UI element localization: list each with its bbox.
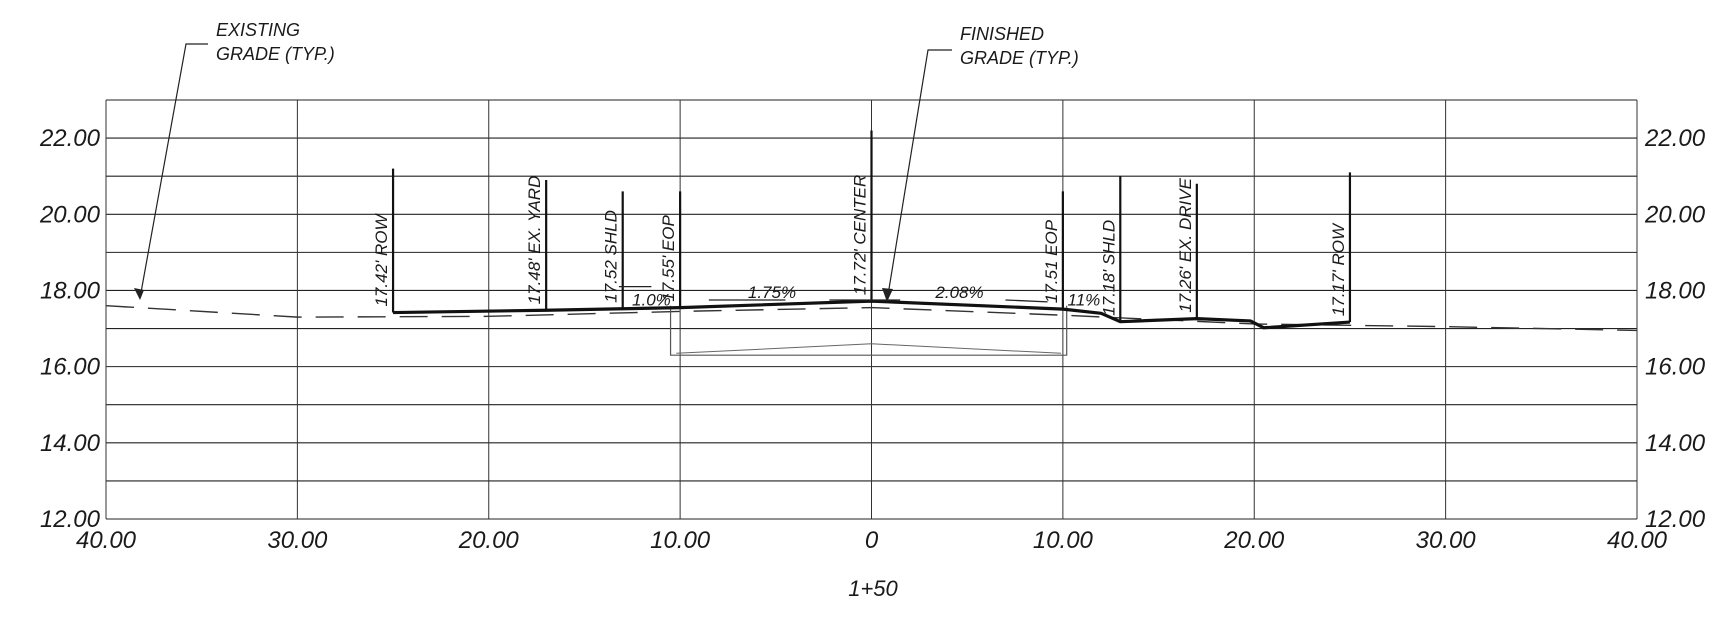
y-tick-label-right: 18.00 bbox=[1645, 277, 1706, 304]
y-tick-label-right: 12.00 bbox=[1645, 506, 1706, 533]
y-tick-label-right: 20.00 bbox=[1644, 201, 1706, 228]
existing-grade-leader bbox=[139, 43, 208, 299]
finished-grade-path bbox=[393, 299, 1351, 330]
existing-grade-arrowhead bbox=[134, 288, 144, 300]
x-tick-label: 30.00 bbox=[267, 527, 328, 554]
y-tick-label-right: 22.00 bbox=[1644, 125, 1706, 152]
existing-grade-note-line1: EXISTING bbox=[216, 20, 300, 40]
finished-grade-note-line1: FINISHED bbox=[960, 24, 1044, 44]
pavement-base-line bbox=[676, 343, 1061, 354]
existing-grade-line bbox=[105, 304, 1638, 356]
finished-grade-note: FINISHED GRADE (TYP.) bbox=[882, 24, 1079, 302]
slope-arrow bbox=[1005, 299, 1048, 303]
callout-label: 17.51 EOP bbox=[1042, 219, 1061, 303]
y-tick-label-left: 12.00 bbox=[40, 506, 101, 533]
y-tick-label-left: 16.00 bbox=[40, 354, 101, 381]
x-tick-label: 0 bbox=[865, 527, 879, 554]
callout-label: 17.42' ROW bbox=[372, 213, 391, 307]
existing-grade-note: EXISTING GRADE (TYP.) bbox=[134, 20, 335, 300]
finished-grade-line bbox=[393, 299, 1351, 330]
y-tick-label-left: 18.00 bbox=[40, 277, 101, 304]
slope-label: 2.08% bbox=[934, 283, 983, 302]
x-tick-label: 40.00 bbox=[76, 527, 137, 554]
x-tick-label: 30.00 bbox=[1416, 527, 1477, 554]
callout-label: 17.48' EX. YARD bbox=[525, 176, 544, 305]
y-tick-label-left: 22.00 bbox=[39, 125, 101, 152]
slope-labels: 1.0% 1.75% 2.08% 11% bbox=[618, 283, 1101, 310]
callout-label: 17.17' ROW bbox=[1329, 222, 1348, 316]
callout-label: 17.72' CENTER bbox=[851, 175, 870, 295]
slope-label: 1.75% bbox=[748, 283, 796, 302]
x-tick-label: 10.00 bbox=[1033, 527, 1094, 554]
y-tick-label-left: 14.00 bbox=[40, 430, 101, 457]
callout-label: 17.18' SHLD bbox=[1099, 220, 1118, 316]
pavement-section-box bbox=[669, 305, 1068, 356]
x-tick-label: 10.00 bbox=[650, 527, 711, 554]
x-tick-label: 20.00 bbox=[458, 527, 520, 554]
callout-label: 17.55' EOP bbox=[659, 215, 678, 302]
y-axis-left: 22.00 20.00 18.00 16.00 14.00 12.00 bbox=[39, 125, 101, 533]
y-tick-label-left: 20.00 bbox=[39, 201, 101, 228]
finished-grade-arrowhead bbox=[882, 288, 893, 302]
slope-label: 11% bbox=[1068, 291, 1101, 310]
y-tick-label-right: 16.00 bbox=[1645, 354, 1706, 381]
x-tick-label: 40.00 bbox=[1607, 527, 1668, 554]
callout-label: 17.52 SHLD bbox=[602, 210, 621, 303]
existing-grade-note-line2: GRADE (TYP.) bbox=[216, 44, 335, 64]
existing-grade-path bbox=[105, 304, 1638, 332]
callout-label: 17.26' EX. DRIVE bbox=[1176, 177, 1195, 312]
finished-grade-note-line2: GRADE (TYP.) bbox=[960, 48, 1079, 68]
station-label: 1+50 bbox=[848, 576, 898, 601]
y-axis-right: 22.00 20.00 18.00 16.00 14.00 12.00 bbox=[1644, 125, 1706, 533]
slope-label: 1.0% bbox=[632, 291, 671, 310]
x-axis: 40.00 30.00 20.00 10.00 0 10.00 20.00 30.00 40.0… bbox=[76, 527, 1668, 554]
x-tick-label: 20.00 bbox=[1223, 527, 1285, 554]
finished-grade-leader bbox=[887, 49, 952, 296]
elevation-callouts: 17.42' ROW 17.48' EX. YARD 17.52 SHLD 17.55… bbox=[372, 130, 1352, 323]
y-tick-label-right: 14.00 bbox=[1645, 430, 1706, 457]
